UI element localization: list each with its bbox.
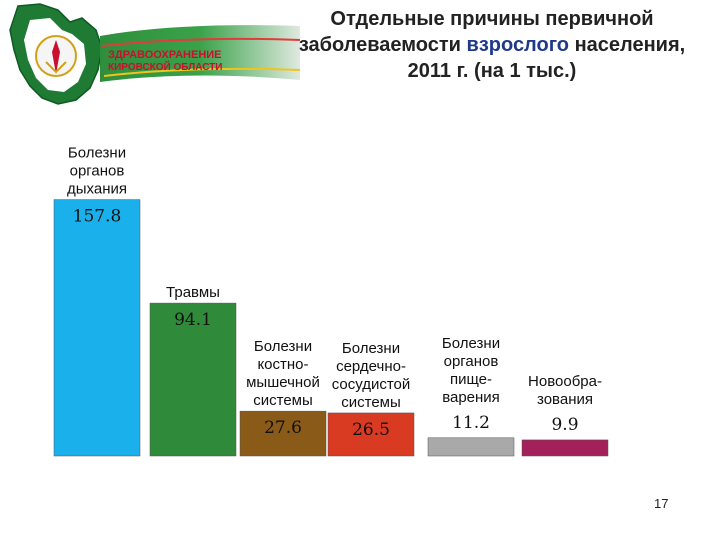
bar-3: [239, 410, 327, 457]
region-logo-icon: ЗДРАВООХРАНЕНИЕ КИРОВСКОЙ ОБЛАСТИ: [9, 3, 301, 105]
data-label-4: 26.5: [352, 420, 390, 440]
category-label-line: Травмы: [166, 284, 220, 301]
category-label-1: Болезни органов дыхания: [67, 145, 127, 198]
category-label-line: Болезни: [442, 335, 500, 352]
category-label-line: костно-: [257, 356, 308, 373]
category-label-line: Болезни: [68, 145, 126, 162]
title-part1: Отдельные причины первичной заболеваемос…: [298, 8, 654, 56]
data-label-2: 94.1: [174, 310, 212, 330]
category-label-line: Болезни: [254, 338, 312, 355]
category-label-line: органов: [444, 353, 499, 370]
bar-1: [53, 199, 141, 457]
bar-4: [327, 412, 415, 457]
title-highlight: взрослого: [466, 34, 570, 56]
bar-2: [149, 302, 237, 457]
title-part2: населения, 2011 г. (на 1 тыс.): [407, 34, 686, 82]
page-title: Отдельные причины первичной заболеваемос…: [282, 6, 702, 84]
category-label-line: Новообра-: [528, 373, 602, 390]
category-label-line: дыхания: [67, 181, 127, 198]
data-label-5: 11.2: [452, 413, 490, 433]
data-label-6: 9.9: [551, 415, 578, 435]
data-label-3: 27.6: [264, 418, 302, 438]
category-label-3: Болезни костно-мышечной системы: [246, 338, 320, 409]
category-label-line: зования: [537, 391, 593, 408]
logo-text-line1: ЗДРАВООХРАНЕНИЕ: [108, 49, 222, 61]
category-label-line: пище-: [450, 371, 492, 388]
category-label-line: Болезни: [342, 340, 400, 357]
category-label-line: органов: [70, 163, 125, 180]
data-label-1: 157.8: [73, 207, 122, 227]
category-label-4: Болезни сердечно-сосудистой системы: [332, 340, 411, 411]
category-label-6: Новообра-зования: [528, 373, 602, 408]
category-label-line: системы: [341, 394, 401, 411]
category-label-line: системы: [253, 392, 313, 409]
category-label-line: сосудистой: [332, 376, 411, 393]
logo-text-line2: КИРОВСКОЙ ОБЛАСТИ: [108, 60, 223, 73]
bar-6: [521, 439, 609, 457]
category-label-5: Болезни органов пище-варения: [442, 335, 500, 406]
category-label-line: сердечно-: [336, 358, 406, 375]
category-label-2: Травмы: [166, 284, 220, 301]
bar-5: [427, 437, 515, 457]
category-label-line: мышечной: [246, 374, 320, 391]
category-label-line: варения: [442, 389, 500, 406]
page-number: 17: [654, 496, 669, 511]
logo: ЗДРАВООХРАНЕНИЕ КИРОВСКОЙ ОБЛАСТИ: [0, 0, 301, 110]
